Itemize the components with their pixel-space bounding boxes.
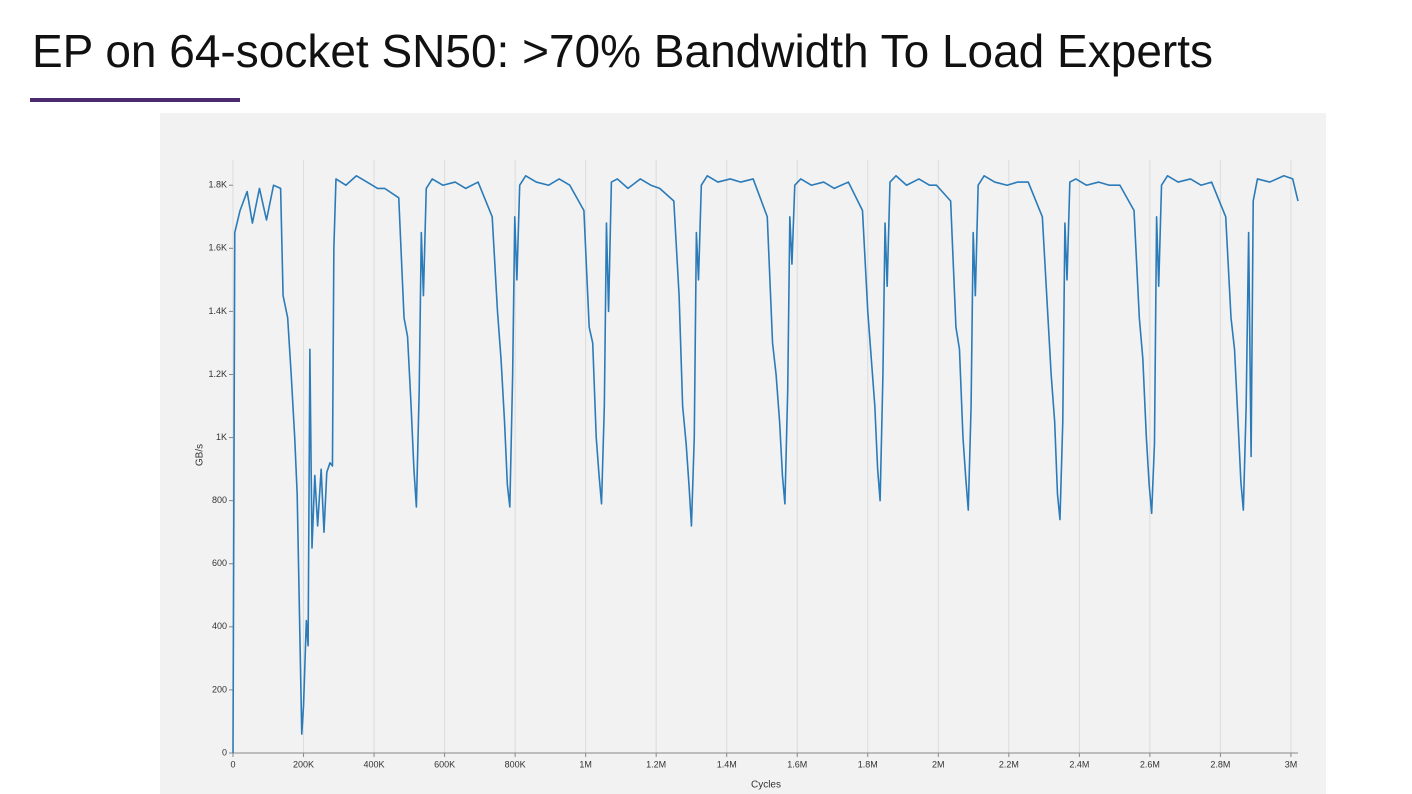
x-tick-label: 2.4M (1069, 759, 1089, 769)
x-tick-label: 2.8M (1210, 759, 1230, 769)
data-line (232, 174, 1299, 754)
x-tick-label: 600K (434, 759, 455, 769)
y-axis-label: GB/s (195, 444, 206, 466)
y-tick-label: 600 (212, 558, 227, 568)
y-tick-label: 1K (216, 432, 227, 442)
y-tick-label: 1.6K (208, 243, 227, 253)
x-tick-label: 0 (230, 759, 235, 769)
x-tick-label: 1.8M (858, 759, 878, 769)
y-tick-label: 1.4K (208, 306, 227, 316)
x-tick-label: 2.2M (999, 759, 1019, 769)
y-tick-label: 200 (212, 684, 227, 694)
y-tick-label: 800 (212, 495, 227, 505)
x-tick-label: 200K (293, 759, 314, 769)
x-tick-label: 800K (505, 759, 526, 769)
x-tick-label: 400K (364, 759, 385, 769)
x-tick-label: 2.6M (1140, 759, 1160, 769)
y-tick-label: 1.2K (208, 369, 227, 379)
x-tick-label: 1.4M (717, 759, 737, 769)
slide-title: EP on 64-socket SN50: >70% Bandwidth To … (32, 25, 1213, 77)
x-tick-label: 3M (1285, 759, 1298, 769)
y-tick-label: 0 (222, 747, 227, 757)
y-tick-label: 1.8K (208, 180, 227, 190)
x-axis-label: Cycles (751, 780, 781, 791)
x-tick-label: 1.6M (787, 759, 807, 769)
x-tick-label: 1.2M (646, 759, 666, 769)
title-underline (30, 98, 240, 102)
x-tick-label: 2M (932, 759, 945, 769)
x-tick-label: 1M (579, 759, 592, 769)
y-tick-label: 400 (212, 621, 227, 631)
chart-panel (160, 113, 1326, 794)
